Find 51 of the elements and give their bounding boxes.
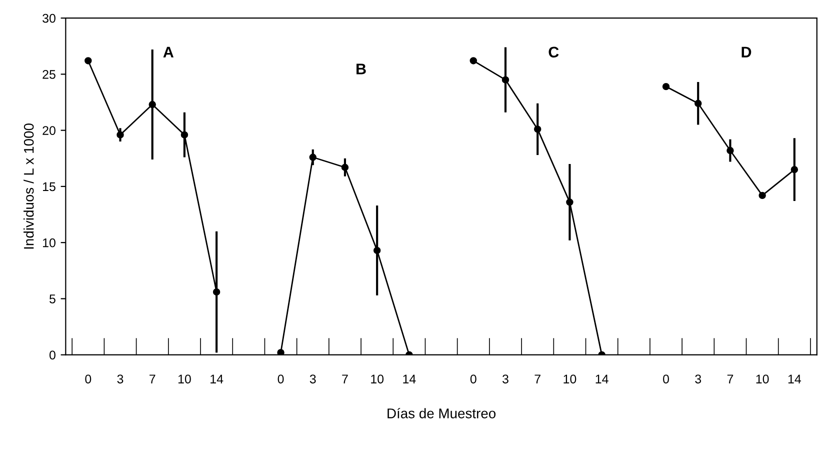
point (566, 198, 574, 206)
annotation: A (163, 46, 174, 58)
y-axis-title: Individuos / L x 1000 (24, 124, 34, 249)
y-tick-label: 25 (42, 70, 56, 79)
point (694, 100, 702, 107)
point (373, 246, 381, 254)
x-tick-label: 3 (117, 374, 124, 384)
x-tick-label: 3 (502, 374, 508, 384)
x-tick-label: 7 (150, 374, 156, 384)
point (309, 154, 316, 161)
y-tick-label: 10 (43, 238, 56, 248)
annotation: B (356, 64, 366, 74)
y-tick-label: 15 (43, 182, 56, 192)
x-tick-label: 10 (756, 374, 769, 384)
y-tick-label: 5 (50, 294, 56, 304)
y-tick-label: 0 (49, 350, 56, 360)
point (277, 348, 284, 355)
point (758, 192, 766, 200)
x-tick-label: 0 (85, 374, 92, 384)
point (502, 76, 510, 84)
x-tick-label: 7 (534, 374, 540, 384)
y-tick-label: 30 (42, 14, 56, 23)
x-tick-label: 7 (727, 374, 734, 384)
point (662, 82, 670, 90)
x-tick-label: 0 (663, 374, 669, 384)
x-tick-label: 3 (310, 374, 316, 384)
point (116, 131, 124, 138)
point (341, 164, 349, 171)
y-tick-label: 20 (42, 126, 56, 135)
x-tick-label: 14 (788, 374, 802, 384)
point (84, 57, 92, 64)
point (470, 57, 477, 64)
x-tick-label: 14 (210, 374, 224, 384)
x-tick-label: 0 (278, 374, 284, 384)
annotation: C (548, 46, 559, 58)
x-tick-label: 10 (564, 374, 576, 384)
point (726, 146, 734, 154)
point (534, 126, 542, 133)
point (790, 166, 798, 174)
x-axis-title: Días de Muestreo (388, 408, 496, 418)
x-tick-label: 7 (342, 374, 348, 384)
x-tick-label: 0 (470, 374, 476, 384)
x-tick-label: 10 (371, 374, 384, 384)
point (180, 131, 188, 138)
x-tick-label: 10 (178, 374, 191, 384)
x-tick-label: 14 (596, 374, 608, 384)
point (148, 100, 156, 108)
annotation: D (742, 46, 752, 58)
point (212, 288, 220, 296)
x-tick-label: 3 (695, 374, 702, 384)
x-tick-label: 14 (403, 374, 416, 384)
